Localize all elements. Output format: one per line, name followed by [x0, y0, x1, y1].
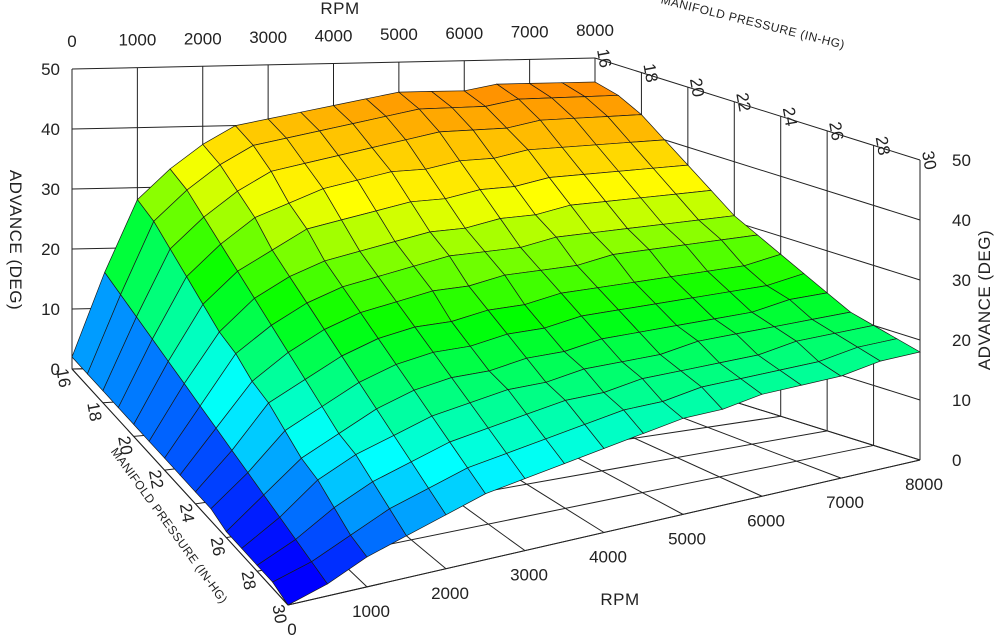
- z-tick-label-left: 10: [41, 300, 60, 319]
- advance-axis-title-left: ADVANCE (DEG): [6, 170, 25, 310]
- rpm-tick-label-bottom: 3000: [510, 566, 548, 585]
- rpm-axis-title-bottom: RPM: [600, 590, 639, 609]
- rpm-tick-label-top: 3000: [249, 28, 287, 47]
- rpm-tick-label-bottom: 8000: [905, 475, 943, 494]
- rpm-tick-label-top: 6000: [445, 24, 483, 43]
- frame-edge: [71, 368, 289, 606]
- z-tick-label-left: 20: [41, 240, 60, 259]
- z-tick-label-left: 40: [41, 120, 60, 139]
- z-tick-label-left: 30: [41, 180, 60, 199]
- pressure-tick-label-top: 28: [872, 135, 894, 157]
- rpm-axis-title-top: RPM: [320, 0, 359, 18]
- pressure-tick-label-top: 18: [639, 62, 661, 84]
- tick-labels: 0 10 20 30 40 50 0 10 20 30 40 50 0 1000 2000 3000 4000 5…: [41, 21, 971, 639]
- z-tick-label-right: 40: [952, 211, 971, 230]
- z-tick-label-right: 30: [952, 271, 971, 290]
- advance-surface: [71, 81, 921, 606]
- rpm-tick-label-top: 4000: [315, 27, 353, 46]
- rpm-tick-label-bottom: 5000: [668, 529, 706, 548]
- pressure-tick-label-left: 18: [83, 401, 105, 423]
- pressure-tick-label-left: 30: [268, 603, 290, 625]
- pressure-tick-label-left: 26: [207, 536, 229, 558]
- z-tick-label-left: 0: [51, 360, 60, 379]
- rpm-tick-label-bottom: 2000: [431, 584, 469, 603]
- rpm-tick-label-bottom: 7000: [826, 493, 864, 512]
- advance-axis-title-right: ADVANCE (DEG): [975, 230, 994, 370]
- rpm-tick-label-bottom: 6000: [747, 511, 785, 530]
- pressure-tick-label-left: 24: [176, 502, 198, 524]
- pressure-tick-label-top: 16: [593, 47, 615, 69]
- rpm-tick-label-top: 8000: [576, 21, 614, 40]
- z-tick-label-left: 50: [41, 60, 60, 79]
- side-wall-z-gridline: [594, 57, 921, 161]
- pressure-tick-label-top: 20: [686, 77, 708, 99]
- rpm-tick-label-bottom: 4000: [589, 548, 627, 567]
- pressure-tick-label-left: 16: [52, 367, 74, 389]
- pressure-tick-label-left: 28: [238, 569, 260, 591]
- rpm-tick-label-top: 1000: [118, 31, 156, 50]
- pressure-tick-label-left: 22: [145, 468, 167, 490]
- pressure-tick-label-top: 26: [825, 120, 847, 142]
- rpm-tick-label-bottom: 1000: [352, 602, 390, 621]
- axis-frame: [71, 69, 921, 606]
- rpm-tick-label-top: 7000: [511, 22, 549, 41]
- z-tick-label-right: 20: [952, 331, 971, 350]
- pressure-tick-label-top: 30: [918, 149, 940, 171]
- rpm-tick-label-top: 2000: [184, 29, 222, 48]
- z-tick-label-right: 50: [952, 151, 971, 170]
- z-tick-label-right: 10: [952, 391, 971, 410]
- manifold-axis-title-top: MANIFOLD PRESSURE (IN-HG): [659, 0, 846, 52]
- pressure-tick-label-top: 22: [732, 91, 754, 113]
- rpm-tick-label-bottom: 0: [287, 620, 296, 639]
- frame-edge: [287, 459, 921, 606]
- rpm-tick-label-top: 5000: [380, 25, 418, 44]
- pressure-tick-label-top: 24: [779, 106, 801, 128]
- rpm-tick-label-top: 0: [67, 32, 76, 51]
- z-tick-label-right: 0: [952, 451, 961, 470]
- pressure-tick-label-left: 20: [114, 435, 136, 457]
